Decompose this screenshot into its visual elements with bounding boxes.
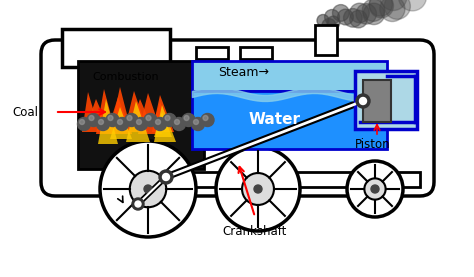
Circle shape: [108, 116, 113, 120]
Text: Steam→: Steam→: [218, 66, 269, 79]
Circle shape: [137, 119, 142, 124]
Circle shape: [337, 9, 353, 25]
Polygon shape: [108, 97, 130, 129]
Circle shape: [369, 0, 393, 18]
Bar: [363, 80, 391, 122]
Circle shape: [350, 10, 367, 28]
Text: Coal: Coal: [12, 106, 38, 119]
Circle shape: [203, 116, 208, 120]
Polygon shape: [152, 102, 170, 127]
Circle shape: [347, 161, 403, 217]
Polygon shape: [154, 112, 172, 137]
Circle shape: [155, 119, 161, 124]
Bar: [140, 172, 420, 187]
Polygon shape: [98, 99, 118, 144]
Bar: [196, 47, 228, 59]
Circle shape: [193, 119, 199, 124]
Bar: [62, 29, 170, 67]
Circle shape: [132, 198, 144, 210]
Circle shape: [242, 173, 274, 205]
Circle shape: [89, 116, 94, 120]
Circle shape: [365, 178, 386, 200]
Circle shape: [144, 185, 152, 193]
Circle shape: [154, 117, 166, 130]
Circle shape: [363, 3, 384, 25]
Circle shape: [118, 119, 122, 124]
Polygon shape: [130, 99, 152, 127]
Bar: [355, 71, 417, 129]
Circle shape: [78, 117, 91, 130]
Circle shape: [130, 171, 166, 207]
Circle shape: [201, 114, 214, 127]
Circle shape: [362, 0, 384, 21]
Polygon shape: [110, 107, 132, 139]
Polygon shape: [138, 93, 162, 134]
Circle shape: [87, 114, 100, 127]
Polygon shape: [152, 95, 174, 132]
Polygon shape: [124, 91, 148, 132]
Circle shape: [144, 114, 157, 127]
Circle shape: [332, 5, 349, 21]
Bar: [315, 25, 337, 55]
Circle shape: [325, 9, 339, 24]
Text: Combustion: Combustion: [92, 72, 159, 82]
Circle shape: [191, 117, 204, 130]
Polygon shape: [126, 101, 150, 142]
Circle shape: [146, 116, 151, 120]
Circle shape: [356, 4, 376, 24]
Circle shape: [369, 0, 392, 16]
Bar: [192, 61, 387, 91]
Polygon shape: [82, 92, 100, 132]
Circle shape: [344, 9, 362, 27]
Circle shape: [159, 170, 173, 184]
Circle shape: [184, 116, 189, 120]
Circle shape: [174, 119, 180, 124]
Circle shape: [173, 117, 185, 130]
Circle shape: [380, 0, 405, 22]
Circle shape: [254, 185, 262, 193]
Circle shape: [359, 98, 366, 104]
Circle shape: [216, 147, 300, 231]
Circle shape: [80, 119, 84, 124]
Circle shape: [384, 0, 410, 19]
Circle shape: [356, 94, 370, 108]
Polygon shape: [110, 87, 132, 134]
Polygon shape: [96, 89, 116, 134]
Circle shape: [116, 117, 128, 130]
Circle shape: [327, 16, 340, 29]
Circle shape: [317, 14, 329, 27]
Circle shape: [99, 119, 103, 124]
Circle shape: [350, 3, 369, 23]
Circle shape: [399, 0, 427, 11]
Circle shape: [322, 19, 336, 32]
Circle shape: [135, 201, 141, 207]
Polygon shape: [86, 99, 108, 127]
Circle shape: [165, 116, 170, 120]
FancyBboxPatch shape: [41, 40, 434, 196]
Bar: [192, 91, 387, 149]
Text: Water: Water: [249, 112, 301, 127]
Circle shape: [135, 117, 147, 130]
Polygon shape: [154, 105, 176, 142]
Circle shape: [163, 114, 176, 127]
Circle shape: [125, 114, 138, 127]
Circle shape: [163, 173, 170, 181]
Circle shape: [371, 185, 379, 193]
Circle shape: [97, 117, 109, 130]
Bar: [78, 61, 204, 169]
Circle shape: [127, 116, 132, 120]
Text: Piston: Piston: [355, 138, 391, 152]
Circle shape: [100, 141, 196, 237]
Bar: [240, 47, 272, 59]
Circle shape: [182, 114, 195, 127]
Circle shape: [380, 0, 407, 11]
Circle shape: [106, 114, 119, 127]
Text: Crankshaft: Crankshaft: [223, 225, 287, 238]
